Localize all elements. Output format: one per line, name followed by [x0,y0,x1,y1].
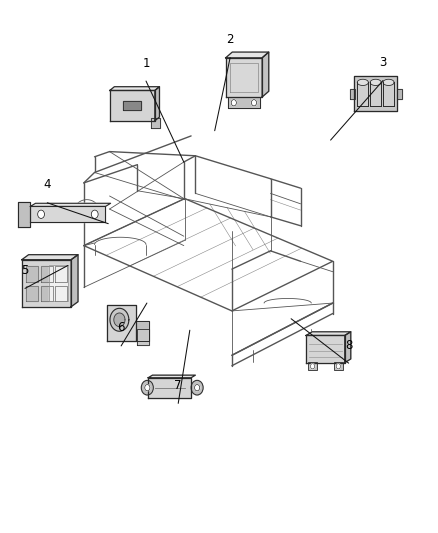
Polygon shape [55,266,67,281]
Circle shape [141,381,153,395]
Text: 3: 3 [379,56,387,69]
Polygon shape [55,286,67,302]
Circle shape [191,381,203,395]
Polygon shape [226,58,262,97]
Polygon shape [148,375,195,378]
Polygon shape [397,89,402,99]
Polygon shape [18,201,30,227]
Polygon shape [228,97,260,109]
Polygon shape [152,118,160,128]
Polygon shape [26,286,38,302]
Polygon shape [49,265,68,302]
Polygon shape [262,52,269,97]
Circle shape [194,384,200,391]
Text: 7: 7 [174,379,182,392]
Text: 2: 2 [226,33,234,46]
Polygon shape [306,335,345,362]
Polygon shape [383,83,394,106]
Polygon shape [357,79,368,85]
Text: 5: 5 [21,264,28,277]
Polygon shape [110,91,155,121]
Circle shape [231,100,237,106]
Bar [308,362,317,370]
Polygon shape [26,266,38,281]
Bar [334,362,343,370]
Polygon shape [155,87,159,121]
Circle shape [38,210,45,219]
Circle shape [336,364,340,369]
Polygon shape [71,255,78,306]
Polygon shape [110,87,159,91]
Polygon shape [41,286,53,302]
Polygon shape [123,101,141,110]
Polygon shape [110,308,129,332]
Polygon shape [354,76,397,111]
Polygon shape [136,321,149,341]
Polygon shape [226,52,269,58]
Polygon shape [106,305,136,341]
Polygon shape [137,329,149,345]
Circle shape [91,210,98,219]
Polygon shape [22,260,71,306]
Text: 6: 6 [117,321,125,334]
Polygon shape [345,332,351,362]
Circle shape [251,100,257,106]
Polygon shape [30,203,111,206]
Polygon shape [148,378,191,398]
Text: 4: 4 [43,178,51,191]
Polygon shape [30,206,106,222]
Polygon shape [383,79,394,85]
Circle shape [311,364,315,369]
Polygon shape [350,89,355,99]
Polygon shape [41,266,53,281]
Polygon shape [357,83,368,106]
Text: 8: 8 [345,338,352,352]
Polygon shape [370,79,381,85]
Text: 1: 1 [142,56,150,70]
Polygon shape [370,83,381,106]
Circle shape [145,384,150,391]
Polygon shape [22,255,78,260]
Polygon shape [114,313,125,327]
Polygon shape [306,332,351,335]
